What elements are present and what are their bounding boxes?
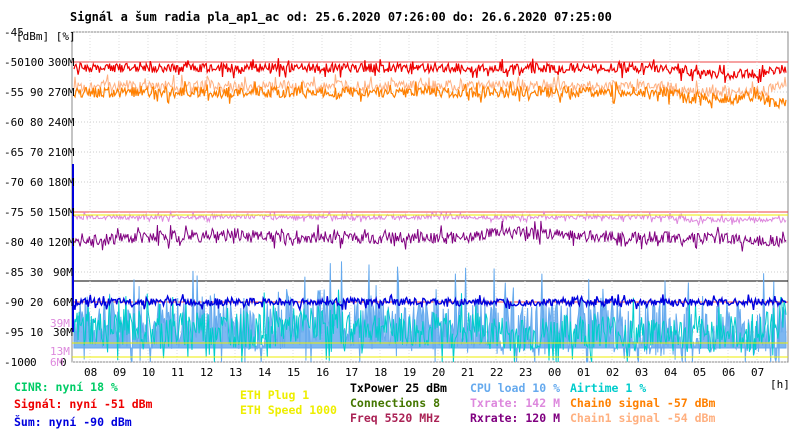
y-tick-rate: 240M [48, 116, 75, 129]
legend-airtime: Airtime 1 % [570, 381, 647, 395]
x-tick-label: 02 [606, 366, 619, 379]
legend-chain0: Chain0 signal -57 dBm [570, 396, 716, 410]
y-tick-dbm: -90 [4, 296, 24, 309]
x-tick-label: 21 [461, 366, 474, 379]
y-tick-dbm: -65 [4, 146, 24, 159]
x-tick-label: 20 [432, 366, 445, 379]
y-tick-pct: 30 [30, 266, 43, 279]
y-tick-pct: 50 [30, 206, 43, 219]
x-tick-label: 09 [113, 366, 126, 379]
x-tick-label: 07 [751, 366, 764, 379]
y-tick-pct: 100 [24, 56, 44, 69]
x-tick-label: 03 [635, 366, 648, 379]
legend-txpower: TxPower 25 dBm [350, 381, 447, 395]
x-tick-label: 18 [374, 366, 387, 379]
y-tick-rate: 30M [53, 326, 73, 339]
y-tick-pct: 10 [30, 326, 43, 339]
legend-chain1: Chain1 signal -54 dBm [570, 411, 716, 425]
series-cinr [73, 289, 787, 363]
y-tick-pct: 40 [30, 236, 43, 249]
y-tick-dbm: -50 [4, 56, 24, 69]
x-tick-label: 04 [664, 366, 678, 379]
legend-eth-plug: ETH Plug 1 [240, 388, 310, 402]
legend-freq: Freq 5520 MHz [350, 411, 441, 425]
x-tick-label: 01 [577, 366, 590, 379]
series-rxrate [73, 220, 787, 252]
y-tick-dbm: -100 [4, 356, 31, 369]
x-tick-label: 13 [229, 366, 242, 379]
x-unit-label: [h] [770, 378, 790, 391]
chart-title: Signál a šum radia pla_ap1_ac od: 25.6.2… [70, 10, 612, 24]
y-tick-dbm: -85 [4, 266, 24, 279]
legend-rxrate: Rxrate: 120 M [470, 411, 561, 425]
x-tick-label: 22 [490, 366, 503, 379]
series-noise [73, 293, 787, 312]
y-tick-pct: 60 [30, 176, 43, 189]
y-tick-rate: 90M [53, 266, 73, 279]
x-tick-label: 19 [403, 366, 416, 379]
y-tick-pct: 90 [30, 86, 43, 99]
rate-label-13: 13M [50, 345, 70, 358]
axes: 08 09 10 11 12 13 14 15 16 17 18 19 20 21 22 23 00 01 02 03… [4, 26, 790, 391]
y-tick-dbm: -45 [4, 26, 24, 39]
rate-label-6: 6M [50, 356, 64, 369]
legend-connections: Connections 8 [350, 396, 441, 410]
legend-cinr: CINR: nyní 18 % [14, 380, 118, 394]
y-tick-dbm: -60 [4, 116, 24, 129]
legend-signal: Signál: nyní -51 dBm [14, 397, 153, 411]
grid [71, 31, 789, 363]
y-tick-dbm: -75 [4, 206, 24, 219]
series-chain0 [73, 81, 787, 110]
y-tick-dbm: -55 [4, 86, 24, 99]
legend-txrate: Txrate: 142 M [470, 396, 561, 410]
x-tick-label: 15 [287, 366, 300, 379]
y-tick-rate: 180M [48, 176, 75, 189]
y-tick-rate: 150M [48, 206, 75, 219]
legend-cpu: CPU load 10 % [470, 381, 561, 395]
series-layer [72, 58, 788, 363]
y-tick-pct: 0 [30, 356, 37, 369]
x-tick-label: 11 [171, 366, 184, 379]
x-tick-label: 12 [200, 366, 213, 379]
y-tick-rate: 210M [48, 146, 75, 159]
y-tick-dbm: -70 [4, 176, 24, 189]
y-tick-rate: 0 [60, 356, 67, 369]
y-tick-rate: 120M [48, 236, 75, 249]
y-tick-dbm: -95 [4, 326, 24, 339]
y-tick-rate: 300M [48, 56, 75, 69]
rate-label-39: 39M [50, 317, 70, 330]
legend-eth-speed: ETH Speed 1000 [240, 403, 337, 417]
x-tick-label: 16 [316, 366, 329, 379]
legend-noise: Šum: nyní -90 dBm [14, 415, 132, 429]
y-tick-rate: 60M [53, 296, 73, 309]
x-tick-label: 08 [84, 366, 97, 379]
x-tick-label: 06 [722, 366, 735, 379]
x-tick-label: 14 [258, 366, 272, 379]
plot-area [71, 31, 789, 363]
y-tick-pct: 20 [30, 296, 43, 309]
y-unit-label: [dBm] [%] [16, 30, 76, 43]
y-tick-pct: 80 [30, 116, 43, 129]
x-tick-label: 23 [519, 366, 532, 379]
y-tick-rate: 270M [48, 86, 75, 99]
x-tick-label: 10 [142, 366, 155, 379]
y-tick-pct: 70 [30, 146, 43, 159]
series-signal [73, 58, 787, 84]
y-tick-dbm: -80 [4, 236, 24, 249]
x-tick-label: 17 [345, 366, 358, 379]
x-tick-label: 05 [693, 366, 706, 379]
x-tick-label: 00 [548, 366, 561, 379]
